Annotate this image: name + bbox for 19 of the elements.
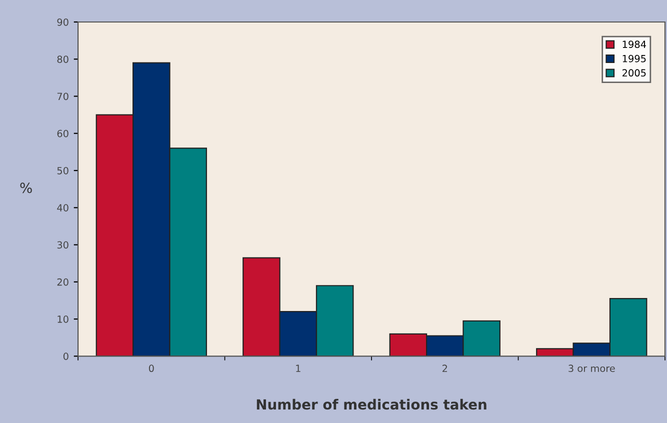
y-tick-label: 90	[57, 18, 68, 26]
y-tick-label: 20	[57, 278, 68, 286]
x-tick-label: 1	[296, 364, 300, 372]
y-tick-label: 70	[57, 92, 68, 100]
legend-label: 1995	[622, 54, 646, 62]
x-axis-title: Number of medications taken	[256, 398, 486, 410]
y-tick-label: 80	[57, 56, 68, 63]
legend-label: 1984	[622, 40, 646, 48]
y-tick-label: 0	[63, 352, 68, 360]
y-tick-label: 40	[57, 204, 68, 212]
y-tick-label: 30	[57, 241, 68, 249]
y-tick-label: 50	[57, 166, 68, 174]
x-tick-label: 2	[442, 364, 448, 372]
y-axis-title: %	[20, 182, 32, 194]
y-tick-label: 10	[58, 316, 68, 323]
y-tick-label: 60	[57, 130, 68, 138]
legend-label: 2005	[622, 69, 646, 77]
x-tick-label: 3 or more	[568, 364, 615, 372]
x-tick-label: 0	[148, 364, 154, 372]
